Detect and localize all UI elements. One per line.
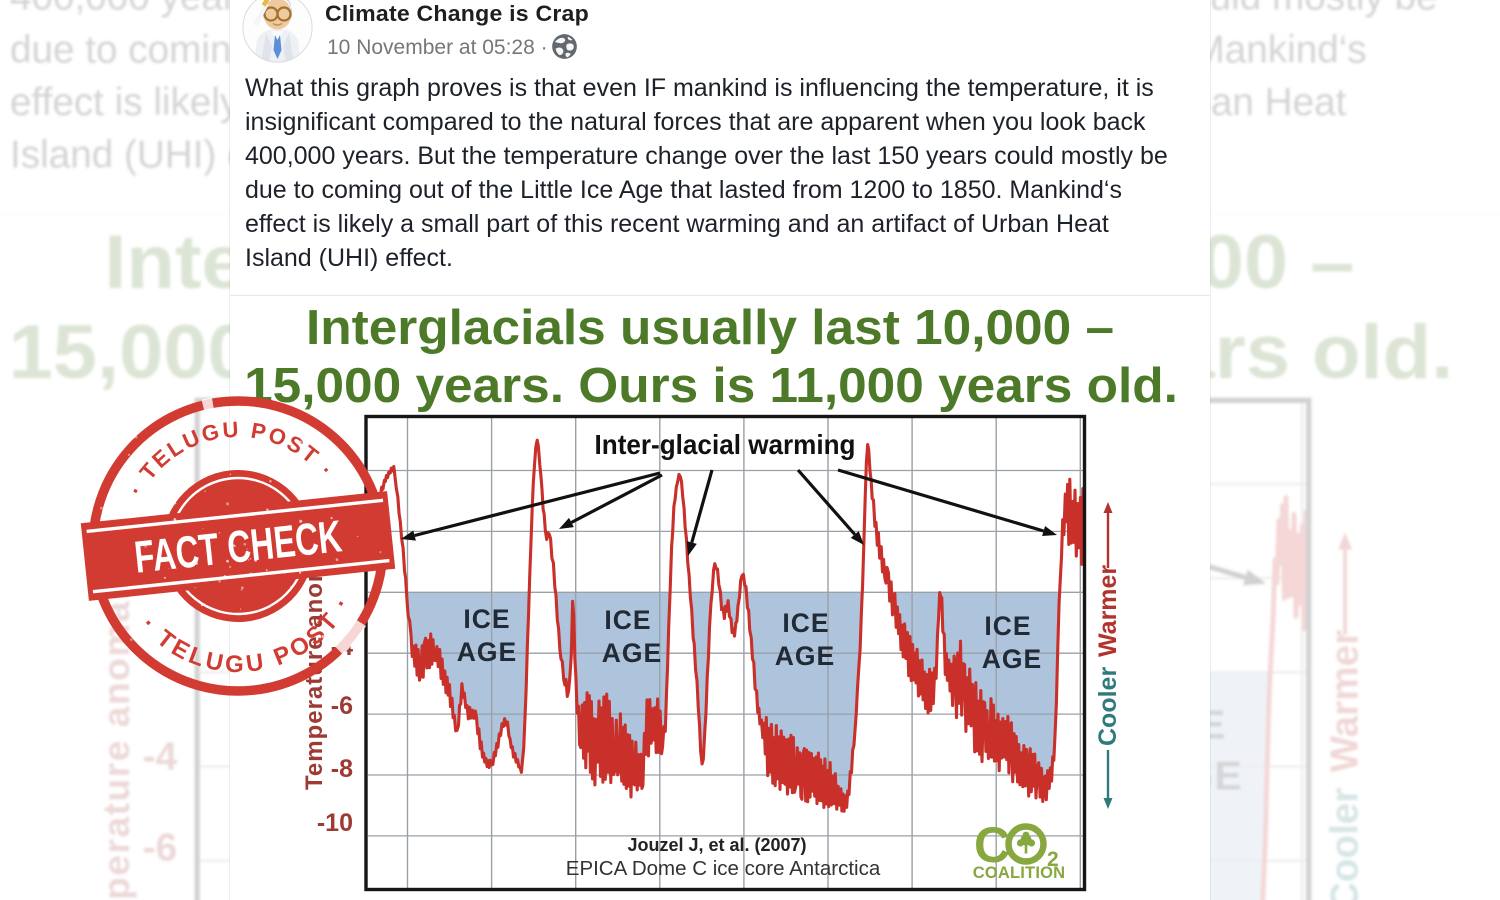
- svg-text:Jouzel J, et al. (2007): Jouzel J, et al. (2007): [627, 835, 806, 855]
- svg-text:-4: -4: [143, 735, 178, 778]
- svg-text:-8: -8: [331, 755, 353, 783]
- svg-text:-6: -6: [143, 827, 177, 870]
- svg-text:U: U: [244, 649, 265, 678]
- svg-text:AGE: AGE: [457, 637, 517, 667]
- svg-text:AGE: AGE: [775, 641, 835, 671]
- svg-text:P: P: [249, 418, 268, 445]
- svg-text:COALITION: COALITION: [973, 864, 1066, 882]
- svg-text:U: U: [203, 647, 225, 677]
- svg-text:U: U: [222, 417, 240, 443]
- svg-text:ICE: ICE: [604, 605, 651, 635]
- svg-text:ICE: ICE: [782, 608, 829, 638]
- svg-text:·: ·: [328, 593, 356, 613]
- svg-text:Warmer: Warmer: [1094, 565, 1122, 657]
- svg-text:·: ·: [123, 481, 148, 499]
- svg-text:Cooler: Cooler: [1323, 788, 1366, 900]
- svg-text:ICE: ICE: [984, 611, 1031, 641]
- svg-text:G: G: [199, 419, 222, 447]
- svg-text:AGE: AGE: [602, 638, 662, 668]
- svg-text:ICE: ICE: [463, 604, 510, 634]
- svg-text:EPICA Dome C ice core Antarcti: EPICA Dome C ice core Antarctica: [566, 857, 881, 880]
- svg-text:-6: -6: [331, 692, 353, 720]
- svg-text:Cooler: Cooler: [1094, 667, 1122, 746]
- svg-text:Warmer: Warmer: [1323, 630, 1366, 773]
- svg-text:-10: -10: [317, 809, 353, 837]
- svg-text:G: G: [225, 651, 244, 679]
- svg-text:·: ·: [136, 612, 162, 636]
- svg-text:2: 2: [1047, 848, 1059, 871]
- svg-text:·: ·: [315, 459, 339, 481]
- svg-text:Inter-glacial warming: Inter-glacial warming: [595, 429, 856, 460]
- svg-text:C: C: [974, 817, 1010, 873]
- svg-text:AGE: AGE: [982, 644, 1042, 674]
